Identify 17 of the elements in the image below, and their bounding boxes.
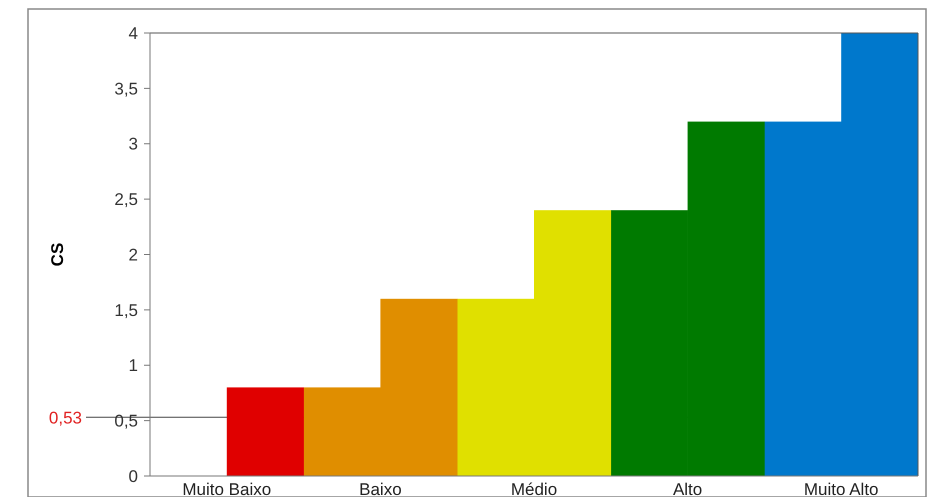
- y-tick-label: 0: [128, 466, 138, 486]
- y-tick-label: 1: [128, 356, 138, 376]
- y-tick-label: 2: [128, 245, 138, 264]
- x-tick-label: Médio: [510, 480, 558, 499]
- x-tick-label: Baixo: [359, 480, 402, 499]
- y-tick-label: 1,5: [114, 300, 138, 320]
- x-tick-label: Muito Baixo: [182, 480, 272, 499]
- y-tick-label: 3,5: [114, 79, 138, 98]
- y-axis-title: CS: [48, 242, 67, 266]
- y-tick-label: 4: [128, 24, 138, 43]
- bar: [226, 387, 304, 476]
- x-tick-label: Alto: [672, 480, 702, 499]
- x-tick-label: Muito Alto: [804, 480, 879, 499]
- y-tick-label: 2,5: [114, 190, 138, 210]
- y-tick-label: 0,5: [114, 412, 138, 431]
- ref-line-label: 0,53: [48, 408, 82, 428]
- y-tick-label: 3: [128, 134, 138, 154]
